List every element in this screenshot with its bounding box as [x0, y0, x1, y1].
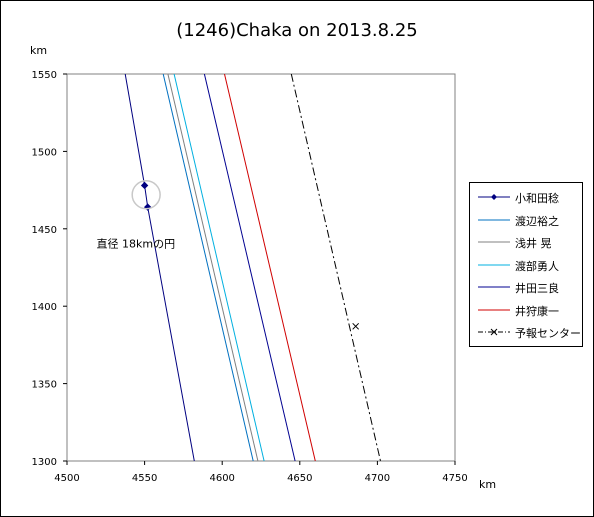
series-line-4	[203, 74, 296, 461]
legend-label: 井狩康一	[515, 304, 559, 318]
legend-item: 井田三良	[470, 277, 582, 297]
legend-label: 浅井 晃	[515, 237, 552, 250]
legend-label: 小和田稔	[515, 192, 559, 205]
legend-item: 小和田稔	[470, 187, 582, 207]
y-tick-label: 1350	[32, 380, 57, 391]
x-axis-label: km	[479, 478, 497, 491]
x-tick-label: 4550	[132, 473, 157, 484]
legend-item: 井狩康一	[470, 300, 582, 320]
plot-border	[66, 73, 456, 462]
series-line-0	[124, 74, 195, 461]
legend-swatch	[478, 264, 510, 265]
legend-label: 井田三良	[515, 282, 559, 295]
series-line-1	[162, 74, 254, 461]
y-tick-label: 1550	[32, 70, 57, 81]
series-line-3	[173, 74, 265, 461]
series-line-5	[224, 74, 316, 461]
legend-label: 渡部勇人	[515, 259, 559, 273]
legend-item: 予報センター	[470, 322, 582, 342]
x-tick-label: 4600	[209, 473, 234, 484]
legend-item: 渡辺裕之	[470, 210, 582, 230]
annotation-circle	[131, 180, 161, 210]
series-marker-0	[140, 181, 149, 190]
series-group	[124, 74, 381, 461]
y-tick-label: 1450	[32, 225, 57, 236]
x-tick-label: 4750	[442, 473, 467, 484]
series-line-2	[167, 74, 259, 461]
legend-swatch	[478, 328, 510, 336]
y-axis-label: km	[30, 44, 48, 57]
y-tick-label: 1300	[32, 457, 57, 468]
legend-swatch	[478, 309, 510, 310]
series-line-6	[290, 74, 381, 461]
x-tick-label: 4650	[287, 473, 312, 484]
legend-swatch	[478, 286, 510, 288]
series-marker-6	[352, 322, 360, 330]
legend-swatch	[478, 219, 510, 220]
chart-title: (1246)Chaka on 2013.8.25	[176, 20, 418, 41]
y-tick-label: 1500	[32, 147, 57, 158]
legend-label: 予報センター	[515, 327, 581, 340]
legend-item: 渡部勇人	[470, 255, 582, 275]
legend-label: 渡辺裕之	[515, 214, 559, 228]
annotation-label: 直径 18kmの円	[96, 236, 175, 250]
x-tick-label: 4500	[54, 473, 79, 484]
y-tick-label: 1400	[32, 302, 57, 313]
legend-item: 浅井 晃	[470, 232, 582, 252]
legend-swatch	[478, 241, 510, 243]
x-tick-label: 4700	[365, 473, 390, 484]
legend-swatch	[478, 194, 510, 200]
legend: 小和田稔渡辺裕之浅井 晃渡部勇人井田三良井狩康一予報センター	[469, 182, 583, 347]
